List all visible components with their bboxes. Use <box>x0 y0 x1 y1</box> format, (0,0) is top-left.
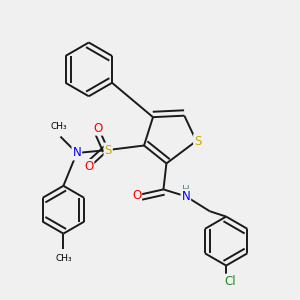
Text: S: S <box>104 143 112 157</box>
Text: O: O <box>93 122 102 135</box>
Text: CH₃: CH₃ <box>55 254 72 263</box>
Text: Cl: Cl <box>224 274 236 288</box>
Text: O: O <box>84 160 93 173</box>
Text: N: N <box>73 146 81 160</box>
Text: CH₃: CH₃ <box>51 122 67 131</box>
Text: O: O <box>132 189 141 202</box>
Text: N: N <box>182 190 190 203</box>
Text: S: S <box>194 134 202 148</box>
Text: H: H <box>182 185 190 195</box>
